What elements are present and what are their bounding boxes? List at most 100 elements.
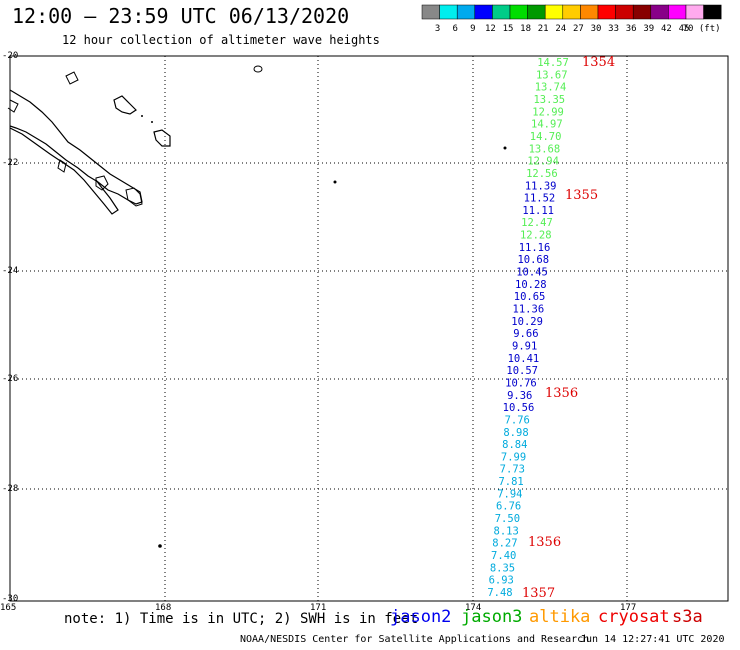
legend-label: 45 [679, 24, 690, 34]
wave-height-value: 10.76 [505, 377, 537, 389]
lon-tick-label: 177 [620, 603, 636, 613]
wave-height-value: 10.56 [503, 402, 535, 414]
wave-height-value: 9.91 [512, 340, 537, 352]
legend-label: 15 [503, 24, 514, 34]
legend-label: 6 [452, 24, 457, 34]
wave-height-value: 7.73 [500, 464, 525, 476]
map-frame [9, 55, 729, 602]
legend-swatch [703, 4, 722, 20]
lat-tick-label: -26 [2, 374, 18, 384]
satellite-jason2: jason2 [390, 607, 452, 627]
legend-label: 36 [626, 24, 637, 34]
wave-height-value: 8.98 [503, 427, 528, 439]
legend-swatch [685, 4, 704, 20]
wave-height-value: 14.97 [531, 119, 563, 131]
wave-height-value: 11.11 [522, 205, 554, 217]
pass-number: 1356 [528, 535, 561, 550]
lat-tick-label: -20 [2, 51, 18, 61]
wave-height-value: 7.81 [498, 476, 523, 488]
wave-height-value: 7.99 [501, 451, 526, 463]
wave-height-value: 7.76 [505, 414, 530, 426]
wave-height-value: 8.35 [490, 562, 515, 574]
wave-height-value: 6.76 [496, 501, 521, 513]
legend-label: 12 [485, 24, 496, 34]
wave-height-value: 11.16 [519, 242, 551, 254]
wave-height-value: 10.28 [515, 279, 547, 291]
wave-height-value: 10.29 [511, 316, 543, 328]
credit-line: NOAA/NESDIS Center for Satellite Applica… [240, 634, 590, 645]
pass-number-labels: 1354 1355 1356 1356 1357 [522, 55, 615, 601]
wave-height-value: 12.47 [521, 217, 553, 229]
legend-swatch [544, 4, 564, 20]
wave-height-value: 10.68 [517, 254, 549, 266]
legend-swatch [615, 4, 634, 20]
wave-height-value: 14.70 [530, 131, 562, 143]
satellite-altika: altika [529, 607, 591, 627]
wave-height-value: 10.65 [514, 291, 546, 303]
pass-number: 1357 [522, 586, 555, 601]
legend-swatch [421, 4, 440, 20]
legend-label: 18 [520, 24, 531, 34]
grid-lines [9, 55, 729, 602]
wave-height-value: 10.41 [508, 353, 540, 365]
satellite-s3a: s3a [672, 607, 703, 627]
legend-label: 39 [643, 24, 654, 34]
satellite-jason3: jason3 [461, 607, 523, 627]
wave-height-value: 11.52 [524, 193, 556, 205]
wave-height-value: 10.57 [506, 365, 538, 377]
map-subtitle: 12 hour collection of altimeter wave hei… [62, 33, 380, 47]
wave-height-value: 7.94 [497, 488, 522, 500]
wave-height-value: 7.40 [491, 550, 516, 562]
generated-timestamp: Jun 14 12:27:41 UTC 2020 [580, 634, 725, 645]
legend-label: 30 [591, 24, 602, 34]
legend-swatch [632, 4, 652, 20]
legend-label: 3 [435, 24, 440, 34]
legend-label: 70 (ft) [683, 24, 721, 34]
legend-label: 24 [555, 24, 566, 34]
legend-swatch [439, 4, 458, 20]
legend-label: 9 [470, 24, 475, 34]
legend-swatch [456, 4, 476, 20]
wave-height-value: 11.39 [525, 180, 557, 192]
legend-swatch [509, 4, 528, 20]
wave-height-value: 9.36 [507, 390, 532, 402]
lon-tick-label: 168 [155, 603, 171, 613]
wave-height-value: 9.66 [513, 328, 538, 340]
legend-swatch [562, 4, 581, 20]
map-title: 12:00 – 23:59 UTC 06/13/2020 [12, 4, 350, 28]
wave-height-value: 7.50 [495, 513, 520, 525]
legend-swatch [597, 4, 616, 20]
wave-height-value: 13.68 [529, 143, 561, 155]
wave-height-value: 14.57 [537, 57, 569, 69]
wave-height-value: 10.45 [516, 267, 548, 279]
lon-tick-label: 171 [310, 603, 326, 613]
legend-swatch [580, 4, 599, 20]
wave-height-value: 8.27 [492, 538, 517, 550]
wave-height-value: 12.28 [520, 230, 552, 242]
wave-height-value: 13.74 [535, 82, 567, 94]
wave-height-value: 8.13 [494, 525, 519, 537]
lat-tick-label: -24 [2, 266, 18, 276]
wave-height-value: 12.94 [527, 156, 559, 168]
legend-swatch [527, 4, 546, 20]
wave-height-value: 6.93 [489, 575, 514, 587]
wave-height-value: 12.56 [526, 168, 558, 180]
pass-number: 1354 [582, 55, 615, 70]
wave-height-value: 7.48 [487, 587, 512, 599]
wave-height-value: 13.67 [536, 69, 568, 81]
legend-label: 21 [538, 24, 549, 34]
coastline [7, 65, 507, 548]
wave-height-value: 11.36 [513, 304, 545, 316]
legend-swatch [492, 4, 511, 20]
legend-swatch [474, 4, 493, 20]
lon-tick-label: 174 [465, 603, 481, 613]
lat-tick-label: -22 [2, 158, 18, 168]
lat-tick-label: -28 [2, 484, 18, 494]
wave-height-value: 8.84 [502, 439, 527, 451]
wave-height-observations: 14.5713.6713.7413.3512.9914.9714.7013.68… [487, 57, 568, 599]
legend-label: 27 [573, 24, 584, 34]
legend-swatch [668, 4, 687, 20]
